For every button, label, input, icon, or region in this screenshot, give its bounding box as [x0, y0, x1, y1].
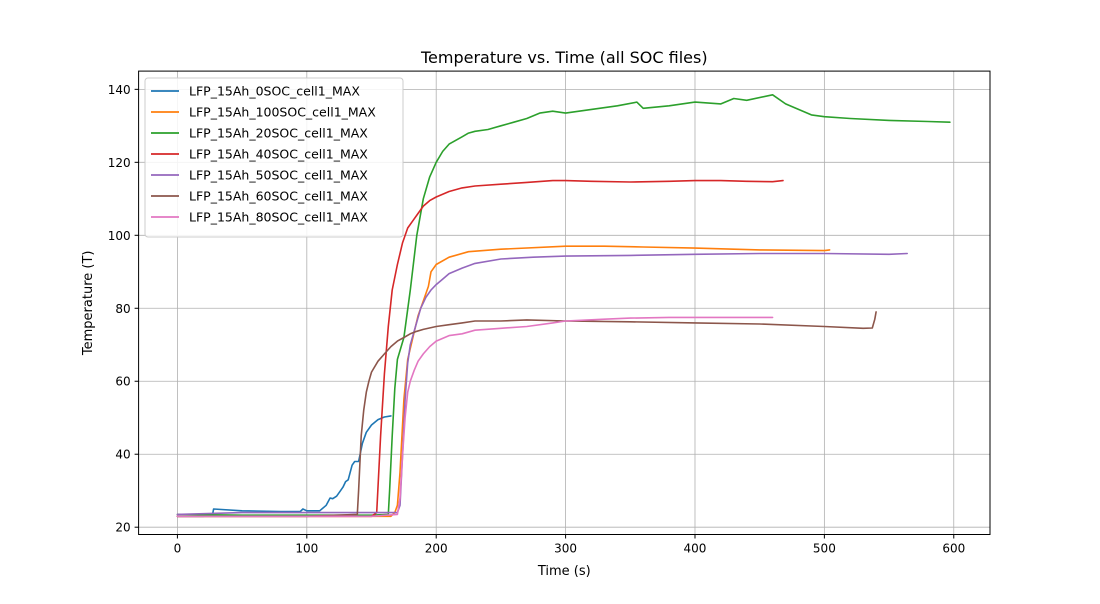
y-tick-label-6: 140: [108, 83, 131, 97]
x-axis-label: Time (s): [537, 564, 591, 579]
y-tick-label-0: 20: [115, 521, 130, 535]
legend-label-4: LFP_15Ah_50SOC_cell1_MAX: [189, 168, 368, 183]
series-line-0: [176, 415, 392, 518]
y-axis-ticks: 20 40 60 80 100 120 140: [108, 83, 139, 535]
legend-label-3: LFP_15Ah_40SOC_cell1_MAX: [189, 147, 368, 162]
x-tick-label-0: 0: [174, 542, 182, 556]
legend-label-6: LFP_15Ah_80SOC_cell1_MAX: [189, 210, 368, 225]
x-tick-label-5: 500: [813, 542, 836, 556]
y-tick-label-1: 40: [115, 448, 130, 462]
legend-box: [144, 77, 404, 238]
plot-frame: [138, 70, 991, 535]
series-line-5: [176, 311, 877, 518]
x-tick-label-3: 300: [554, 542, 577, 556]
legend-label-2: LFP_15Ah_20SOC_cell1_MAX: [189, 126, 368, 141]
series-layer: [176, 94, 951, 518]
y-tick-label-5: 120: [108, 156, 131, 170]
legend-label-5: LFP_15Ah_60SOC_cell1_MAX: [189, 189, 368, 204]
legend: LFP_15Ah_0SOC_cell1_MAX LFP_15Ah_100SOC_c…: [144, 77, 404, 238]
x-tick-label-6: 600: [942, 542, 965, 556]
y-tick-label-3: 80: [115, 302, 130, 316]
x-tick-label-2: 200: [425, 542, 448, 556]
series-line-2: [176, 94, 951, 517]
legend-label-1: LFP_15Ah_100SOC_cell1_MAX: [189, 105, 376, 120]
y-tick-label-4: 100: [108, 229, 131, 243]
series-line-1: [176, 245, 831, 518]
series-line-3: [176, 179, 784, 518]
series-line-6: [176, 316, 774, 518]
legend-label-0: LFP_15Ah_0SOC_cell1_MAX: [189, 84, 360, 99]
y-tick-label-2: 60: [115, 375, 130, 389]
chart-title: Temperature vs. Time (all SOC files): [420, 48, 708, 67]
x-tick-label-1: 100: [295, 542, 318, 556]
grid-lines: [138, 71, 990, 535]
x-axis-ticks: 0 100 200 300 400 500 600: [174, 534, 965, 556]
y-axis-label: Temperature (T): [81, 251, 96, 357]
x-tick-label-4: 400: [684, 542, 707, 556]
